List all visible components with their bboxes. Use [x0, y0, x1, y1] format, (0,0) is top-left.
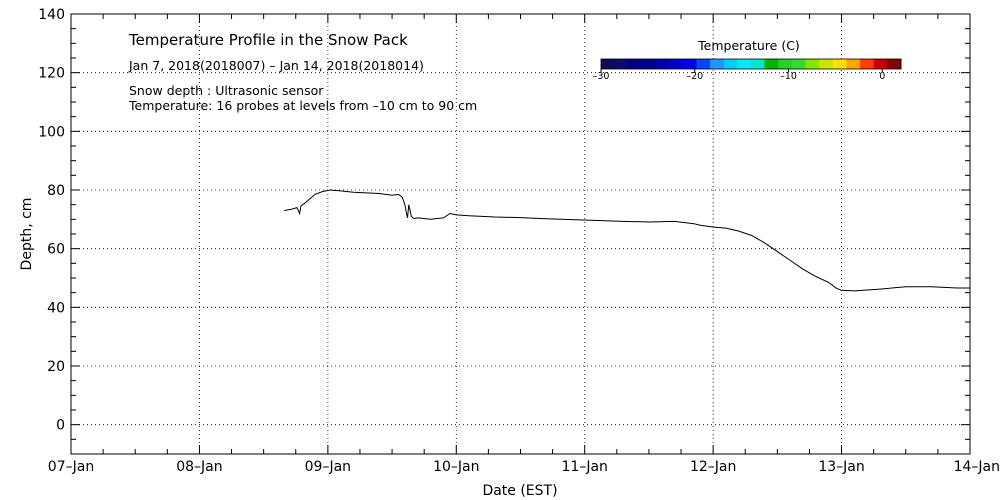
note-temperature-probes: Temperature: 16 probes at levels from –1… [128, 98, 477, 113]
colorbar-swatch [887, 59, 902, 69]
y-tick-label: 100 [38, 124, 65, 140]
y-tick-label: 0 [56, 418, 65, 434]
chart-subtitle: Jan 7, 2018(2018007) – Jan 14, 2018(2018… [128, 58, 424, 73]
colorbar-tick-label: –20 [686, 71, 703, 82]
x-axis-label: Date (EST) [482, 483, 557, 499]
x-tick-label: 12–Jan [690, 459, 736, 475]
colorbar-swatch [614, 59, 629, 69]
grid [71, 14, 970, 454]
y-tick-label: 140 [38, 7, 65, 23]
colorbar-swatch [832, 59, 847, 69]
colorbar-tick-label: –10 [780, 71, 797, 82]
colorbar-tick-label: 0 [879, 71, 885, 82]
colorbar-tick-label: –30 [593, 71, 610, 82]
y-tick-label: 20 [47, 359, 65, 375]
colorbar-swatch [737, 59, 752, 69]
colorbar-swatch [846, 59, 861, 69]
colorbar-swatch [696, 59, 711, 69]
colorbar-swatch [778, 59, 793, 69]
x-tick-label: 08–Jan [176, 459, 222, 475]
colorbar-swatch [655, 59, 670, 69]
plot-frame [70, 13, 971, 455]
x-tick-label: 11–Jan [562, 459, 608, 475]
x-tick-label: 14–Jan [954, 459, 1000, 475]
colorbar-label: Temperature (C) [697, 38, 800, 53]
temperature-colorbar: Temperature (C) –30 –20 –10 0 [593, 38, 902, 82]
colorbar-swatch [710, 59, 725, 69]
ticks: 0 20 40 60 80 100 120 140 07–Jan 08–Jan 09–Jan 10–J… [38, 7, 1000, 475]
series-line-snow-depth [284, 189, 970, 292]
colorbar-swatch [873, 59, 888, 69]
colorbar-swatch [764, 59, 779, 69]
colorbar-swatch [641, 59, 657, 69]
colorbar-frame [600, 58, 902, 70]
y-tick-label: 80 [47, 183, 65, 199]
x-tick-label: 09–Jan [305, 459, 351, 475]
colorbar-swatch [669, 59, 684, 69]
colorbar-swatch [601, 59, 616, 69]
note-snow-depth: Snow depth : Ultrasonic sensor [129, 83, 324, 98]
colorbar-swatch [723, 59, 738, 69]
colorbar-swatch [805, 59, 820, 69]
chart-title: Temperature Profile in the Snow Pack [128, 31, 408, 49]
colorbar-swatch [751, 59, 766, 69]
colorbar-swatch [860, 59, 875, 69]
colorbar-swatch [628, 59, 643, 69]
y-tick-label: 40 [47, 300, 65, 316]
colorbar-swatch [819, 59, 834, 69]
series-layer [284, 189, 970, 292]
x-tick-label: 13–Jan [818, 459, 864, 475]
y-tick-label: 60 [47, 242, 65, 258]
x-tick-label: 10–Jan [433, 459, 479, 475]
y-axis-label: Depth, cm [19, 198, 35, 271]
colorbar-swatch [791, 59, 807, 69]
x-tick-label: 07–Jan [48, 459, 94, 475]
colorbar-swatch [682, 59, 697, 69]
y-tick-label: 120 [38, 66, 65, 82]
